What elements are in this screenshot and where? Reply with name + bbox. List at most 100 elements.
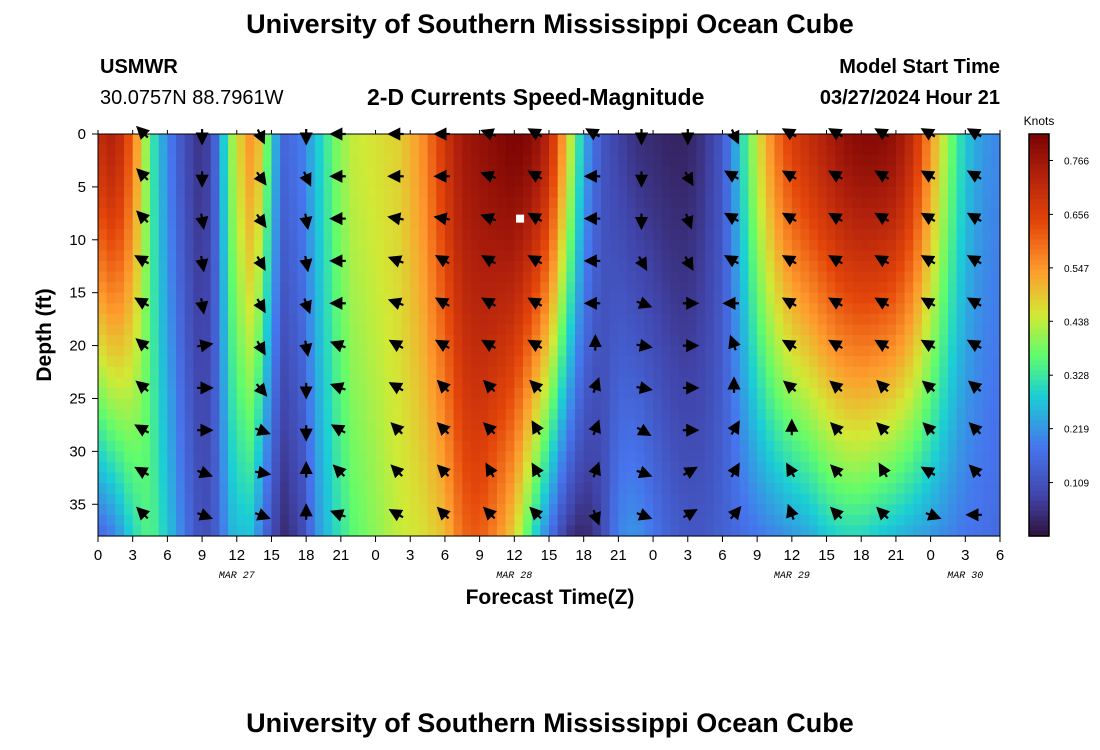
heatmap-cell [453,461,463,474]
heatmap-cell [991,134,1001,146]
heatmap-cell [861,377,871,389]
heatmap-cell [982,260,992,273]
heatmap-cell [106,461,116,474]
heatmap-cell [392,525,403,537]
current-arrow [874,170,890,183]
heatmap-cell [601,440,611,452]
heatmap-cell [913,186,923,199]
heatmap-cell [791,324,802,336]
heatmap-cell [609,134,619,146]
heatmap-cell [965,461,975,474]
heatmap-cell [98,419,108,431]
heatmap-cell [852,250,862,262]
heatmap-cell [947,134,958,146]
heatmap-cell [592,387,602,400]
heatmap-cell [150,356,160,368]
heatmap-cell [713,345,724,357]
heatmap-cell [410,165,420,177]
heatmap-cell [271,504,281,516]
heatmap-cell [522,472,533,484]
heatmap-cell [679,440,689,452]
heatmap-cell [713,303,724,315]
heatmap-cell [410,440,420,452]
colorbar-segment [1029,405,1049,411]
heatmap-cell [332,398,342,410]
heatmap-cell [731,303,741,315]
colorbar-tick-label: 0.547 [1064,264,1089,275]
heatmap-cell [601,514,611,527]
current-arrow [434,255,450,268]
heatmap-cell [280,229,290,241]
current-arrow [920,212,936,226]
heatmap-cell [609,525,619,537]
heatmap-cell [869,335,880,347]
heatmap-cell [462,377,472,389]
heatmap-cell [254,239,264,251]
heatmap-cell [514,525,524,537]
x-tick-label: 18 [298,547,315,564]
heatmap-cell [332,356,342,368]
heatmap-cell [592,250,602,262]
heatmap-cell [661,377,672,389]
heatmap-cell [921,229,932,241]
heatmap-cell [314,356,325,368]
heatmap-cell [297,324,307,336]
heatmap-cell [124,144,134,156]
heatmap-cell [809,208,819,220]
heatmap-cell [557,440,567,452]
heatmap-cell [601,345,611,357]
heatmap-cell [869,260,880,273]
heatmap-cell [167,461,177,474]
heatmap-cell [427,472,437,484]
heatmap-cell [219,303,229,315]
heatmap-cell [228,197,238,209]
heatmap-cell [575,377,585,389]
heatmap-cell [800,218,810,230]
heatmap-cell [627,186,637,199]
heatmap-cell [557,271,567,283]
heatmap-cell [366,324,377,336]
heatmap-cell [340,440,351,452]
heatmap-cell [158,461,168,474]
heatmap-cell [453,440,463,452]
heatmap-cell [557,409,567,421]
heatmap-cell [549,218,559,230]
heatmap-cell [254,493,264,505]
colorbar-segment [1029,530,1049,537]
heatmap-cell [427,165,437,177]
heatmap-cell [644,493,654,505]
heatmap-cell [627,409,637,421]
heatmap-cell [887,313,897,326]
heatmap-cell [973,324,984,336]
heatmap-cell [410,377,420,389]
heatmap-cell [193,155,203,167]
heatmap-cell [470,324,481,336]
colorbar-segment [1029,520,1049,527]
heatmap-cell [358,239,368,251]
heatmap-cell [774,229,784,241]
heatmap-cell [644,186,654,199]
heatmap-cell [653,186,663,199]
heatmap-cell [791,483,802,495]
heatmap-cell [150,472,160,484]
colorbar-segment [1029,329,1049,336]
heatmap-cell [106,250,116,262]
heatmap-cell [358,186,368,199]
heatmap-cell [479,260,489,273]
heatmap-cell [722,483,732,495]
current-arrow [636,338,653,352]
heatmap-cell [150,218,160,230]
heatmap-cell [401,144,411,156]
heatmap-cell [601,313,611,326]
heatmap-cell [202,250,212,262]
colorbar-segment [1029,294,1049,301]
heatmap-cell [687,451,698,463]
heatmap-cell [141,144,151,156]
heatmap-cell [765,208,776,220]
heatmap-cell [158,144,168,156]
heatmap-cell [254,250,264,262]
heatmap-cell [245,461,255,474]
x-tick-label: 0 [926,547,934,564]
current-arrow [254,508,271,521]
heatmap-cell [696,260,706,273]
